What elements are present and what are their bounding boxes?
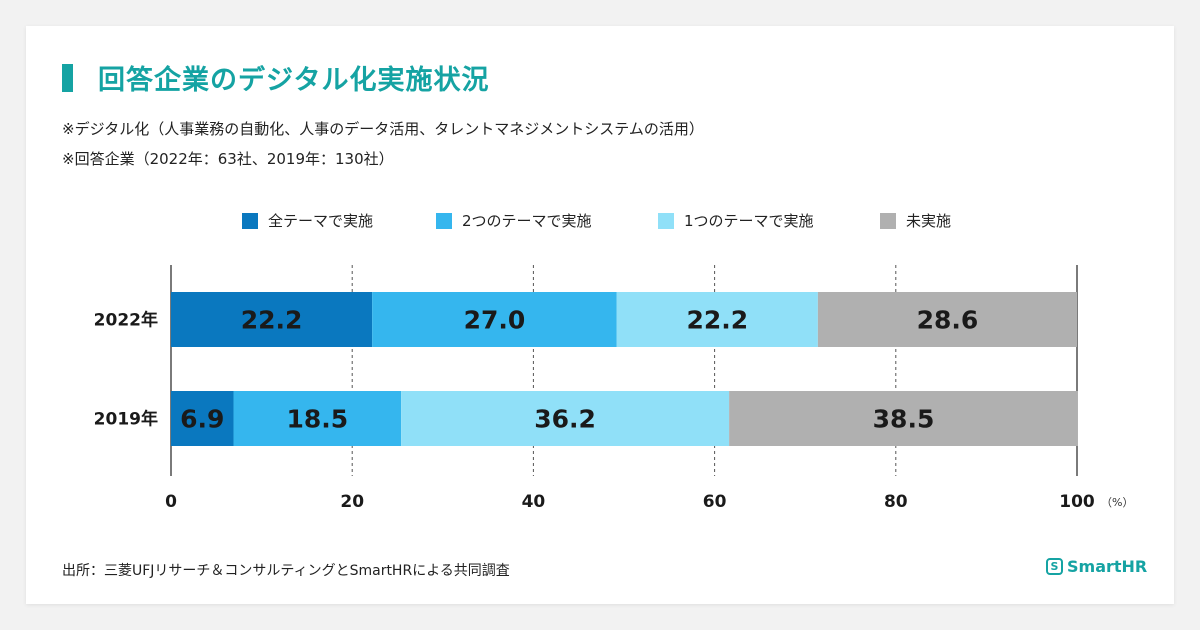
logo-icon: S bbox=[1046, 558, 1063, 575]
note-definition: ※デジタル化（人事業務の自動化、人事のデータ活用、タレントマネジメントシステムの… bbox=[62, 120, 704, 138]
legend-item-not-implemented: 未実施 bbox=[880, 210, 951, 231]
data-label: 38.5 bbox=[873, 405, 935, 434]
bar-segment-0-0 bbox=[171, 292, 373, 347]
category-label: 2022年 bbox=[94, 310, 158, 331]
data-label: 28.6 bbox=[917, 306, 979, 335]
legend-item-all-themes: 全テーマで実施 bbox=[242, 210, 373, 231]
data-label: 36.2 bbox=[534, 405, 596, 434]
x-tick-label: 20 bbox=[340, 492, 364, 512]
legend-item-one-theme: 1つのテーマで実施 bbox=[658, 210, 814, 231]
x-tick-label: 80 bbox=[884, 492, 908, 512]
bar-segment-1-0 bbox=[171, 391, 234, 446]
legend-swatch bbox=[658, 212, 674, 229]
legend-item-two-themes: 2つのテーマで実施 bbox=[436, 210, 592, 231]
title-accent-bar bbox=[62, 64, 73, 92]
logo-text: SmartHR bbox=[1067, 557, 1148, 576]
source-note: 出所：三菱UFJリサーチ＆コンサルティングとSmartHRによる共同調査 bbox=[62, 563, 510, 579]
bar-segment-0-2 bbox=[616, 292, 818, 347]
legend-label: 未実施 bbox=[906, 212, 952, 230]
smarthr-logo: S SmartHR bbox=[1046, 557, 1147, 576]
legend-swatch bbox=[880, 212, 896, 229]
legend-label: 2つのテーマで実施 bbox=[462, 212, 592, 230]
x-axis-unit: （%） bbox=[1101, 496, 1133, 509]
legend-swatch bbox=[436, 212, 452, 229]
note-respondents: ※回答企業（2022年：63社、2019年：130社） bbox=[62, 150, 394, 168]
category-label: 2019年 bbox=[94, 409, 158, 430]
bar-segment-1-2 bbox=[401, 391, 730, 446]
bar-segment-0-1 bbox=[372, 292, 617, 347]
data-label: 27.0 bbox=[464, 306, 526, 335]
x-tick-label: 60 bbox=[703, 492, 727, 512]
bar-segment-1-3 bbox=[729, 391, 1078, 446]
data-label: 22.2 bbox=[241, 306, 303, 335]
legend: 全テーマで実施 2つのテーマで実施 1つのテーマで実施 未実施 bbox=[0, 210, 1200, 234]
legend-label: 全テーマで実施 bbox=[268, 212, 374, 230]
legend-swatch bbox=[242, 212, 258, 229]
page-title: 回答企業のデジタル化実施状況 bbox=[98, 65, 490, 96]
data-label: 18.5 bbox=[286, 405, 348, 434]
bar-segment-1-1 bbox=[233, 391, 402, 446]
x-tick-label: 0 bbox=[165, 492, 177, 512]
data-label: 6.9 bbox=[180, 405, 224, 434]
legend-label: 1つのテーマで実施 bbox=[684, 212, 814, 230]
x-tick-label: 40 bbox=[522, 492, 546, 512]
x-tick-label: 100 bbox=[1059, 492, 1095, 512]
data-label: 22.2 bbox=[686, 306, 748, 335]
bar-segment-0-3 bbox=[817, 292, 1077, 347]
